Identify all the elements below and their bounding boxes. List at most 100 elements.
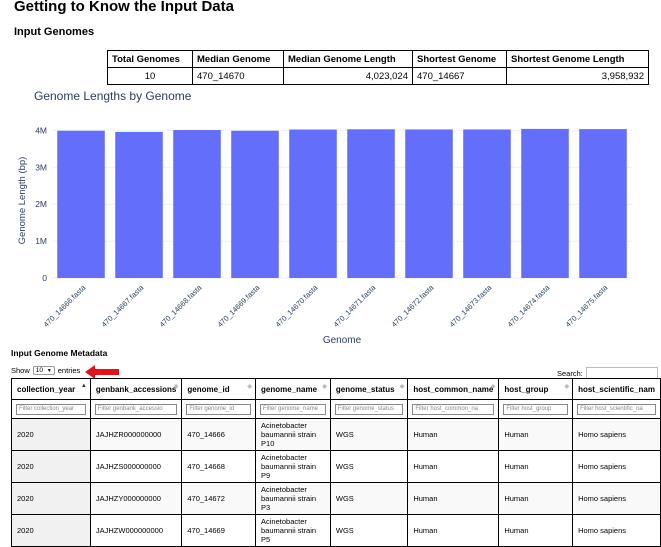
summary-header: Median Genome Length	[283, 50, 413, 68]
table-cell: 470_14666	[181, 418, 257, 451]
genome-summary-table: Total Genomes Median Genome Median Genom…	[107, 50, 649, 85]
chart-title: Genome Lengths by Genome	[34, 89, 192, 103]
column-header-genome-id[interactable]: genome_id ◆	[181, 378, 257, 400]
table-cell: Human	[407, 450, 500, 483]
table-cell: Acinetobacter baumannii strain P3	[255, 482, 331, 515]
filter-input[interactable]: Filter genome_status	[334, 403, 404, 415]
table-cell: JAJHZW000000000	[89, 514, 183, 547]
table-cell: JAJHZS000000000	[89, 450, 183, 483]
sort-icon: ◆	[490, 384, 496, 390]
page-title: Getting to Know the Input Data	[14, 0, 234, 15]
column-header-label: genome_name	[261, 384, 318, 394]
summary-value: 10	[107, 67, 193, 85]
sort-icon: ◆	[247, 384, 253, 390]
y-tick-label: 1M	[35, 236, 47, 246]
filter-input[interactable]: Filter host_group	[503, 403, 569, 415]
entries-select[interactable]: 10 ▼	[32, 366, 55, 375]
bar-470_14667.fasta	[115, 131, 163, 278]
genome-length-bar-chart: 0 1M 2M 3M 4M 470_14666.fasta 470_14667.fasta 4…	[17, 125, 632, 346]
table-cell: Human	[407, 482, 500, 515]
table-cell: 2020	[11, 418, 91, 451]
entries-label: entries	[57, 366, 81, 375]
sort-icon: ◆	[564, 384, 570, 390]
table-cell: Acinetobacter baumannii strain P9	[255, 450, 331, 483]
table-cell: JAJHZR000000000	[89, 418, 183, 451]
table-cell: WGS	[329, 482, 409, 515]
x-tick-label: 470_14666.fasta	[42, 282, 88, 328]
filter-input[interactable]: Filter collection_year	[16, 403, 86, 415]
bar-470_14673.fasta	[463, 129, 511, 278]
summary-header: Median Genome	[192, 50, 284, 68]
table-cell: 2020	[11, 514, 91, 547]
filter-cell: Filter host_common_na	[407, 399, 500, 419]
summary-value-row: 10 470_14670 4,023,024 470_14667 3,958,9…	[107, 67, 649, 85]
table-row: 2020 JAJHZS000000000 470_14668 Acinetoba…	[11, 450, 661, 483]
y-tick-label: 2M	[35, 199, 47, 209]
summary-value: 470_14670	[192, 67, 284, 85]
column-header-genome-name[interactable]: genome_name ◆	[255, 378, 331, 400]
table-cell: Human	[498, 418, 574, 451]
table-cell: 2020	[11, 482, 91, 515]
x-tick-label: 470_14668.fasta	[158, 282, 204, 328]
table-row: 2020 JAJHZR000000000 470_14666 Acinetoba…	[11, 418, 661, 451]
table-cell: Homo sapiens	[572, 482, 661, 515]
column-header-host-common-name[interactable]: host_common_name ◆	[407, 378, 500, 400]
x-tick-label: 470_14671.fasta	[332, 282, 378, 328]
column-header-genome-status[interactable]: genome_status ◆	[329, 378, 409, 400]
summary-header-row: Total Genomes Median Genome Median Genom…	[107, 50, 649, 68]
column-header-label: host_common_name	[413, 384, 494, 394]
entries-length-control: Show 10 ▼ entries	[11, 366, 80, 375]
table-cell: 470_14672	[181, 482, 257, 515]
bar-470_14670.fasta	[289, 129, 337, 278]
filter-input[interactable]: Filter genbank_accessio	[94, 403, 178, 415]
column-header-collection-year[interactable]: collection_year ▲	[11, 378, 91, 400]
y-axis-title: Genome Length (bp)	[17, 157, 28, 245]
red-arrow-icon	[85, 365, 119, 379]
y-tick-label: 3M	[35, 162, 47, 172]
filter-cell: Filter collection_year	[11, 399, 91, 419]
table-cell: 470_14668	[181, 450, 257, 483]
column-header-label: host_scientific_nam	[578, 384, 655, 394]
summary-value: 3,958,932	[506, 67, 649, 85]
column-header-host-group[interactable]: host_group ◆	[498, 378, 574, 400]
summary-header: Total Genomes	[107, 50, 193, 68]
show-label: Show	[11, 366, 30, 375]
x-tick-label: 470_14675.fasta	[564, 282, 610, 328]
table-cell: Homo sapiens	[572, 450, 661, 483]
bar-470_14675.fasta	[579, 129, 627, 278]
bar-470_14669.fasta	[231, 130, 279, 278]
table-cell: Human	[498, 514, 574, 547]
sort-icon: ◆	[399, 384, 405, 390]
x-tick-label: 470_14674.fasta	[506, 282, 552, 328]
filter-row: Filter collection_year Filter genbank_ac…	[11, 399, 661, 419]
y-tick-label: 4M	[35, 125, 47, 135]
summary-header: Shortest Genome Length	[506, 50, 649, 68]
column-header-label: genome_id	[187, 384, 230, 394]
column-header-host-scientific-name[interactable]: host_scientific_nam	[572, 378, 661, 400]
x-tick-label: 470_14667.fasta	[100, 282, 146, 328]
table-cell: Human	[407, 514, 500, 547]
column-header-label: collection_year	[17, 384, 76, 394]
filter-input[interactable]: Filter host_scientific_na	[577, 403, 656, 415]
table-row: 2020 JAJHZW000000000 470_14669 Acinetoba…	[11, 514, 661, 547]
chevron-down-icon: ▼	[46, 367, 52, 374]
sort-ascending-icon: ▲	[80, 383, 87, 389]
table-cell: 2020	[11, 450, 91, 483]
table-cell: Human	[498, 450, 574, 483]
column-header-label: genome_status	[335, 384, 395, 394]
x-axis-title: Genome	[323, 335, 362, 346]
table-cell: Acinetobacter baumannii strain P10	[255, 418, 331, 451]
filter-input[interactable]: Filter genome_id	[186, 403, 252, 415]
column-header-label: genbank_accessions	[95, 384, 177, 394]
filter-cell: Filter genome_id	[181, 399, 257, 419]
table-cell: Homo sapiens	[572, 418, 661, 451]
bar-470_14674.fasta	[521, 128, 569, 278]
bar-470_14666.fasta	[57, 130, 105, 278]
filter-input[interactable]: Filter genome_name	[260, 403, 326, 415]
filter-input[interactable]: Filter host_common_na	[412, 403, 495, 415]
filter-cell: Filter genbank_accessio	[89, 399, 183, 419]
search-label: Search:	[557, 368, 583, 378]
table-cell: Human	[498, 482, 574, 515]
filter-cell: Filter genome_status	[329, 399, 409, 419]
column-header-genbank-accessions[interactable]: genbank_accessions ◆	[89, 378, 183, 400]
